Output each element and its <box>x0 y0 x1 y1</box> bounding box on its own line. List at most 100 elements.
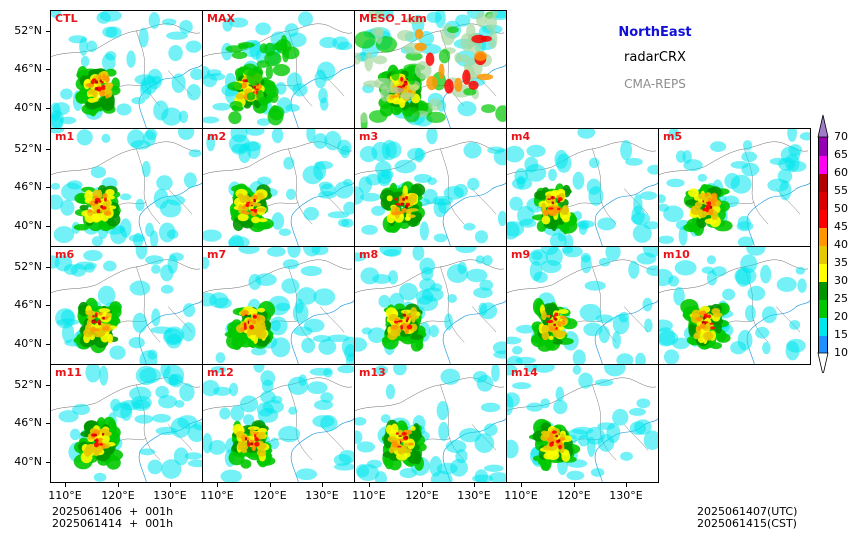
latitude-label: 52°N <box>14 260 42 273</box>
map-panel-max: MAX <box>202 10 355 129</box>
longitude-label: 110°E <box>48 489 82 502</box>
longitude-tick <box>369 483 370 487</box>
radar-map <box>203 247 354 364</box>
latitude-label: 40°N <box>14 455 42 468</box>
map-panel-m2: m2 <box>202 128 355 247</box>
map-panel-m6: m6 <box>50 246 203 365</box>
panel-label: MAX <box>207 12 235 25</box>
map-panel-m7: m7 <box>202 246 355 365</box>
longitude-tick <box>118 483 119 487</box>
colorbar-segment <box>818 173 828 192</box>
longitude-tick <box>217 483 218 487</box>
colorbar-segment <box>818 137 828 156</box>
radar-map <box>51 247 202 364</box>
colorbar-segment <box>818 263 828 282</box>
colorbar-level-label: 70 <box>834 130 848 143</box>
latitude-tick <box>46 423 50 424</box>
longitude-tick <box>170 483 171 487</box>
panel-label: m2 <box>207 130 227 143</box>
radar-map <box>507 129 658 246</box>
map-panel-m13: m13 <box>354 364 507 483</box>
latitude-label: 40°N <box>14 101 42 114</box>
colorbar-level-label: 45 <box>834 220 848 233</box>
radar-map <box>659 247 810 364</box>
panel-label: MESO_1km <box>359 12 427 25</box>
map-panel-m5: m5 <box>658 128 811 247</box>
map-panel-m1: m1 <box>50 128 203 247</box>
panel-label: m13 <box>359 366 386 379</box>
panel-label: m6 <box>55 248 75 261</box>
radar-map <box>203 129 354 246</box>
radar-map <box>51 11 202 128</box>
colorbar-level-label: 15 <box>834 328 848 341</box>
region-title: NorthEast <box>618 25 692 40</box>
colorbar-extension-arrows <box>817 114 829 373</box>
valid-time-utc: 2025061407(UTC) <box>697 505 798 518</box>
colorbar-segment <box>818 281 828 300</box>
longitude-label: 130°E <box>609 489 643 502</box>
map-panel-m12: m12 <box>202 364 355 483</box>
panel-label: m9 <box>511 248 531 261</box>
panel-label: m4 <box>511 130 531 143</box>
radar-map <box>203 11 354 128</box>
latitude-tick <box>46 31 50 32</box>
colorbar-segment <box>818 227 828 246</box>
colorbar-level-label: 60 <box>834 166 848 179</box>
latitude-label: 46°N <box>14 62 42 75</box>
model-title: CMA-REPS <box>624 77 686 91</box>
colorbar-segment <box>818 245 828 264</box>
longitude-label: 120°E <box>557 489 591 502</box>
longitude-label: 130°E <box>305 489 339 502</box>
latitude-label: 52°N <box>14 24 42 37</box>
map-panel-m14: m14 <box>506 364 659 483</box>
longitude-label: 130°E <box>457 489 491 502</box>
longitude-tick <box>422 483 423 487</box>
radar-map <box>51 129 202 246</box>
panel-label: m8 <box>359 248 379 261</box>
latitude-label: 52°N <box>14 142 42 155</box>
colorbar-segment <box>818 191 828 210</box>
panel-label: m14 <box>511 366 538 379</box>
radar-map <box>659 129 810 246</box>
map-panel-m3: m3 <box>354 128 507 247</box>
panel-label: m3 <box>359 130 379 143</box>
latitude-tick <box>46 108 50 109</box>
latitude-label: 52°N <box>14 378 42 391</box>
radar-map <box>355 11 506 128</box>
latitude-label: 40°N <box>14 337 42 350</box>
colorbar-level-label: 40 <box>834 238 848 251</box>
map-panel-m9: m9 <box>506 246 659 365</box>
longitude-label: 120°E <box>405 489 439 502</box>
panel-label: m7 <box>207 248 227 261</box>
longitude-label: 110°E <box>200 489 234 502</box>
latitude-tick <box>46 344 50 345</box>
map-panel-ctl: CTL <box>50 10 203 129</box>
colorbar-segment <box>818 335 828 354</box>
radar-map <box>203 365 354 482</box>
latitude-tick <box>46 69 50 70</box>
latitude-tick <box>46 267 50 268</box>
longitude-label: 110°E <box>504 489 538 502</box>
colorbar-segment <box>818 155 828 174</box>
map-panel-m10: m10 <box>658 246 811 365</box>
colorbar-segment <box>818 209 828 228</box>
longitude-tick <box>65 483 66 487</box>
colorbar-level-label: 25 <box>834 292 848 305</box>
colorbar-level-label: 10 <box>834 346 848 359</box>
latitude-tick <box>46 462 50 463</box>
longitude-label: 130°E <box>153 489 187 502</box>
latitude-tick <box>46 226 50 227</box>
radar-map <box>355 365 506 482</box>
colorbar-level-label: 30 <box>834 274 848 287</box>
panel-label: m5 <box>663 130 683 143</box>
panel-label: m10 <box>663 248 690 261</box>
init-time-utc: 2025061406 + 001h <box>52 505 174 518</box>
colorbar-level-label: 65 <box>834 148 848 161</box>
colorbar-level-label: 50 <box>834 202 848 215</box>
longitude-label: 120°E <box>253 489 287 502</box>
colorbar-level-label: 55 <box>834 184 848 197</box>
panel-label: m1 <box>55 130 75 143</box>
colorbar-segment <box>818 317 828 336</box>
map-panel-m8: m8 <box>354 246 507 365</box>
longitude-tick <box>322 483 323 487</box>
